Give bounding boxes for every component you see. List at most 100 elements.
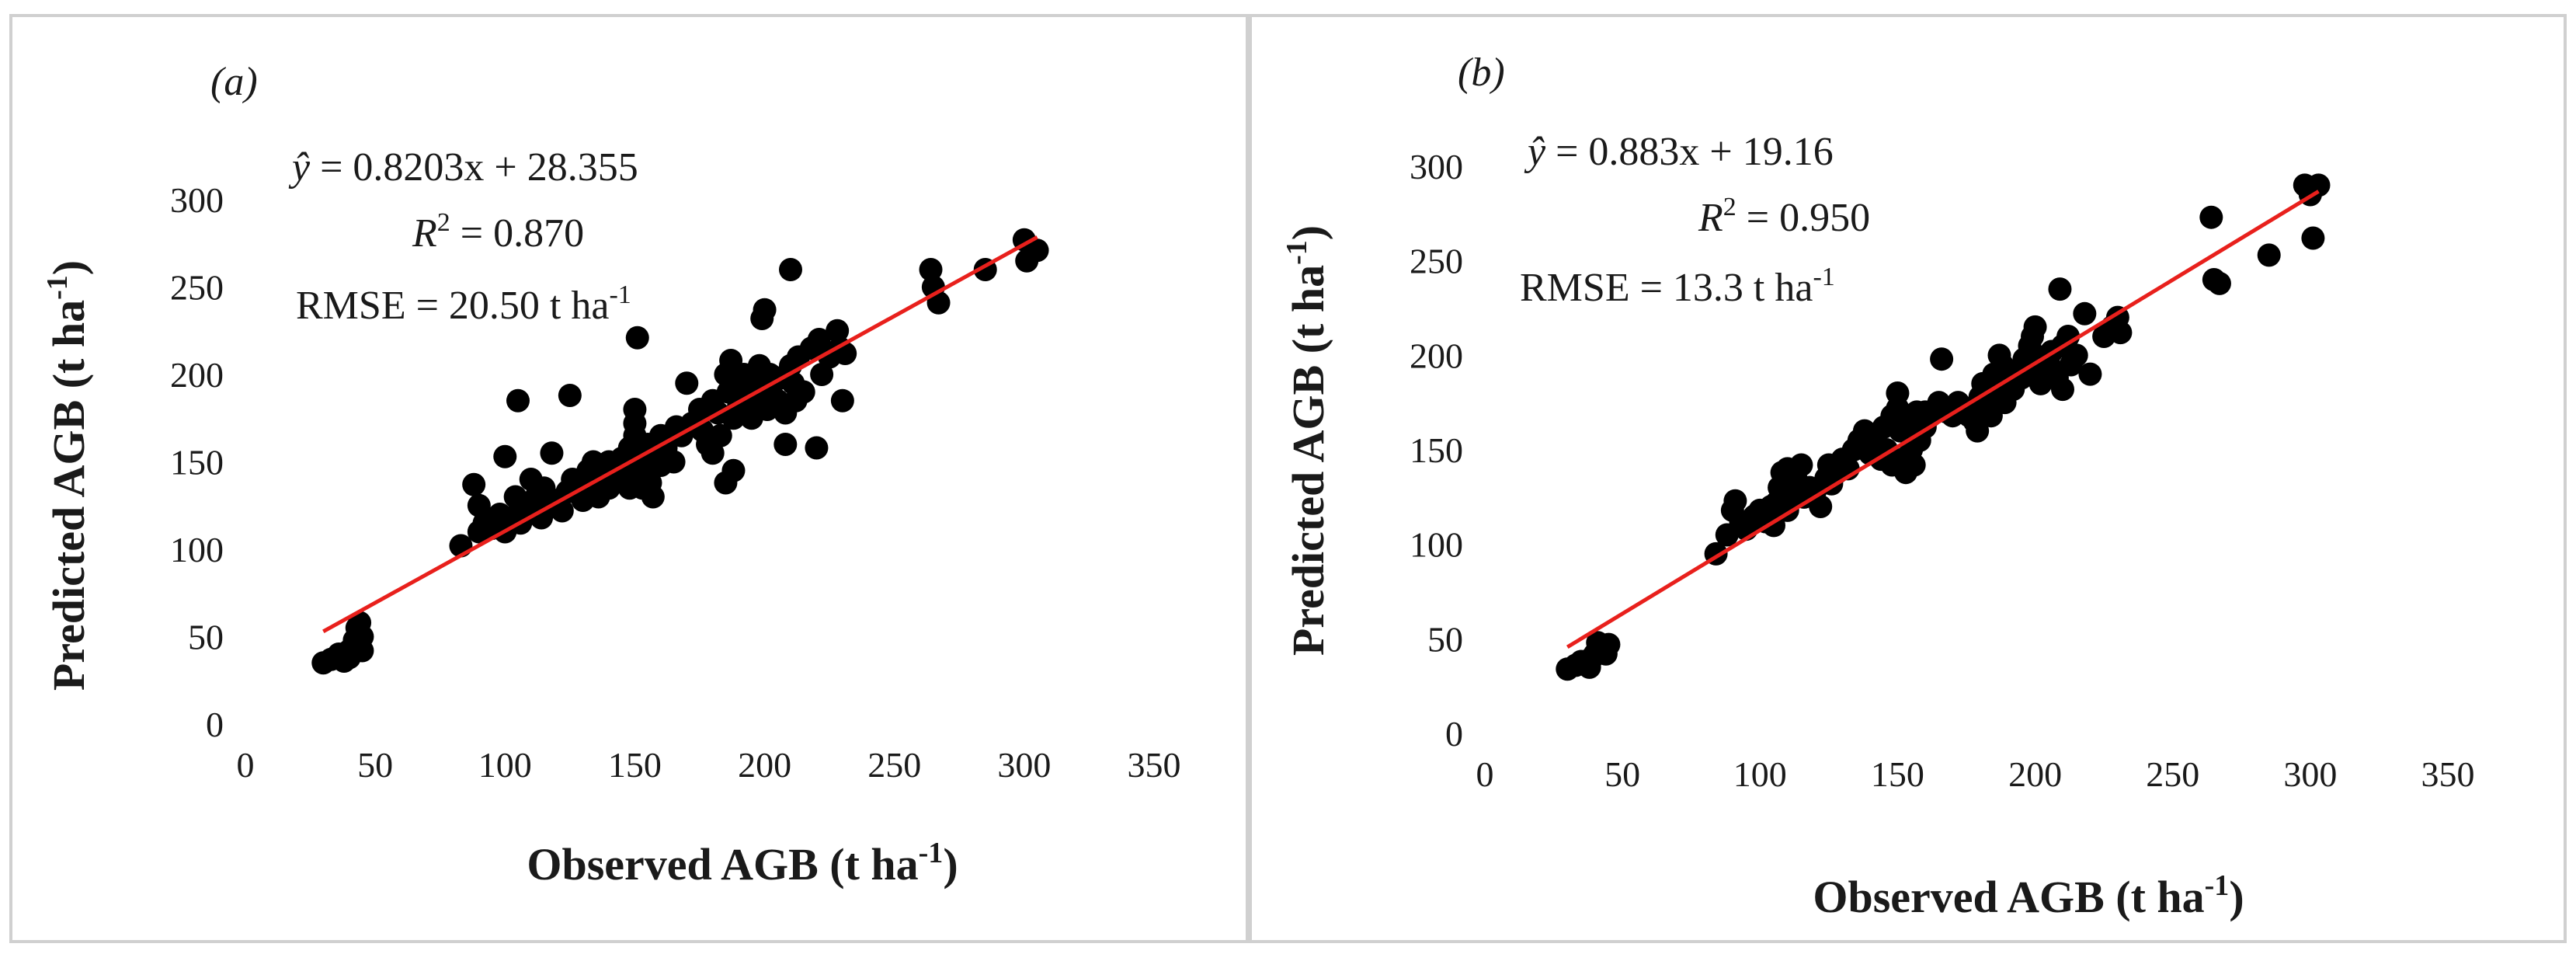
x-tick-label: 300 [997, 745, 1051, 785]
x-tick-label: 0 [1476, 754, 1494, 794]
r2-label: R [412, 211, 437, 256]
y-axis-title-close: ) [43, 260, 94, 275]
y-axis-title: Predicted AGB (t ha-1) [1281, 225, 1333, 656]
data-point [773, 433, 798, 456]
data-point [2048, 277, 2072, 301]
x-axis-title-superscript: -1 [2205, 869, 2230, 902]
regression-equation: ŷ = 0.883x + 19.16 [1524, 130, 1834, 174]
data-point [2051, 378, 2074, 402]
data-point [721, 458, 746, 482]
x-tick-label: 50 [1604, 754, 1640, 794]
x-tick-label: 0 [237, 745, 255, 785]
trendline [322, 235, 1038, 634]
x-axis-title: Observed AGB (t ha-1) [1813, 869, 2244, 922]
data-point [807, 328, 831, 351]
x-tick-label: 150 [1871, 754, 1924, 794]
x-axis-title-superscript: -1 [919, 837, 944, 869]
data-point [1789, 453, 1813, 477]
x-tick-label: 250 [2146, 754, 2199, 794]
x-tick-label: 50 [357, 745, 393, 785]
y-tick-label: 150 [170, 443, 224, 482]
y-axis-title-superscript: -1 [41, 275, 74, 300]
chart-panel-b: 0 50 100 150 200 250 300 0 50 100 150 200 250 300 350 (… [1249, 14, 2567, 943]
data-point [493, 444, 517, 468]
r2-superscript: 2 [1723, 193, 1736, 221]
data-point [332, 649, 356, 673]
panel-label: (b) [1458, 50, 1505, 95]
data-points [1556, 173, 2331, 681]
data-point [342, 628, 367, 652]
x-axis-title: Observed AGB (t ha-1) [527, 837, 958, 890]
y-tick-label: 150 [1410, 430, 1463, 470]
data-point [826, 319, 850, 343]
data-point [2056, 325, 2081, 348]
y-tick-label: 0 [1445, 714, 1463, 754]
data-point [791, 380, 815, 404]
data-point [2023, 315, 2047, 339]
data-point [1930, 347, 1954, 371]
data-point [558, 384, 582, 407]
x-tick-label: 300 [2283, 754, 2337, 794]
rmse-text: RMSE = 13.3 t ha [1520, 266, 1813, 310]
data-point [462, 472, 486, 496]
y-tick-label: 250 [170, 268, 224, 308]
data-point [530, 506, 554, 530]
rmse-superscript: -1 [609, 280, 631, 309]
data-point [1809, 495, 1833, 518]
y-axis-title-text: Predicted AGB (t ha [1283, 265, 1333, 656]
x-tick-label: 200 [2008, 754, 2062, 794]
y-tick-label: 200 [170, 355, 224, 395]
rmse-superscript: -1 [1813, 263, 1834, 291]
data-point [1025, 239, 1049, 263]
data-point [2301, 226, 2325, 250]
data-point [2199, 205, 2223, 229]
data-point [2307, 173, 2331, 197]
data-point [662, 450, 686, 474]
r2-label: R [1698, 196, 1723, 240]
r-squared-annotation: R2 = 0.870 [412, 208, 584, 256]
rmse-annotation: RMSE = 13.3 t ha-1 [1520, 263, 1835, 310]
regression-equation: ŷ = 0.8203x + 28.355 [288, 145, 638, 190]
data-point [708, 423, 732, 447]
trendline [1566, 190, 2320, 649]
y-tick-label: 50 [1427, 619, 1463, 659]
x-tick-label: 350 [1128, 745, 1181, 785]
x-axis-title-close: ) [943, 839, 958, 890]
data-point [779, 258, 802, 281]
x-axis-title-close: ) [2229, 872, 2244, 922]
r2-value: = 0.950 [1736, 196, 1870, 240]
data-point [641, 485, 665, 509]
y-tick-label: 300 [1410, 147, 1463, 186]
data-point [1886, 381, 1910, 405]
data-point [805, 436, 829, 460]
data-point [2073, 301, 2097, 326]
x-axis-title-text: Observed AGB (t ha [1813, 872, 2204, 922]
data-point [2078, 362, 2102, 386]
r-squared-annotation: R2 = 0.950 [1698, 193, 1870, 240]
x-tick-label: 200 [738, 745, 791, 785]
data-point [675, 371, 699, 395]
data-point [2108, 321, 2133, 345]
data-point [1966, 419, 1990, 443]
y-axis-title: Predicted AGB (t ha-1) [41, 260, 94, 691]
data-point [2257, 243, 2281, 267]
chart-panel-a: 0 50 100 150 200 250 300 0 50 100 150 200 250 300 350 (… [9, 14, 1249, 943]
data-point [2064, 343, 2088, 367]
data-point [810, 363, 834, 386]
data-point [623, 412, 647, 435]
data-point [1723, 489, 1747, 513]
data-point [625, 326, 649, 350]
data-point [1597, 632, 1621, 656]
x-axis-title-text: Observed AGB (t ha [527, 839, 918, 890]
y-tick-label: 300 [170, 180, 224, 220]
data-point [700, 441, 725, 465]
equation-rhs: = 0.8203x + 28.355 [310, 145, 638, 190]
y-tick-label: 250 [1410, 242, 1463, 281]
r2-value: = 0.870 [450, 211, 584, 256]
panel-label: (a) [210, 60, 258, 104]
y-axis-title-text: Predicted AGB (t ha [43, 300, 94, 691]
rmse-text: RMSE = 20.50 t ha [296, 284, 609, 328]
y-axis-title-close: ) [1283, 225, 1333, 240]
data-point [467, 493, 491, 517]
x-tick-label: 100 [478, 745, 532, 785]
